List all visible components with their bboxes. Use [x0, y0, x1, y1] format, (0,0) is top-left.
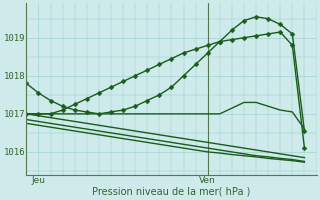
X-axis label: Pression niveau de la mer( hPa ): Pression niveau de la mer( hPa ) [92, 187, 251, 197]
